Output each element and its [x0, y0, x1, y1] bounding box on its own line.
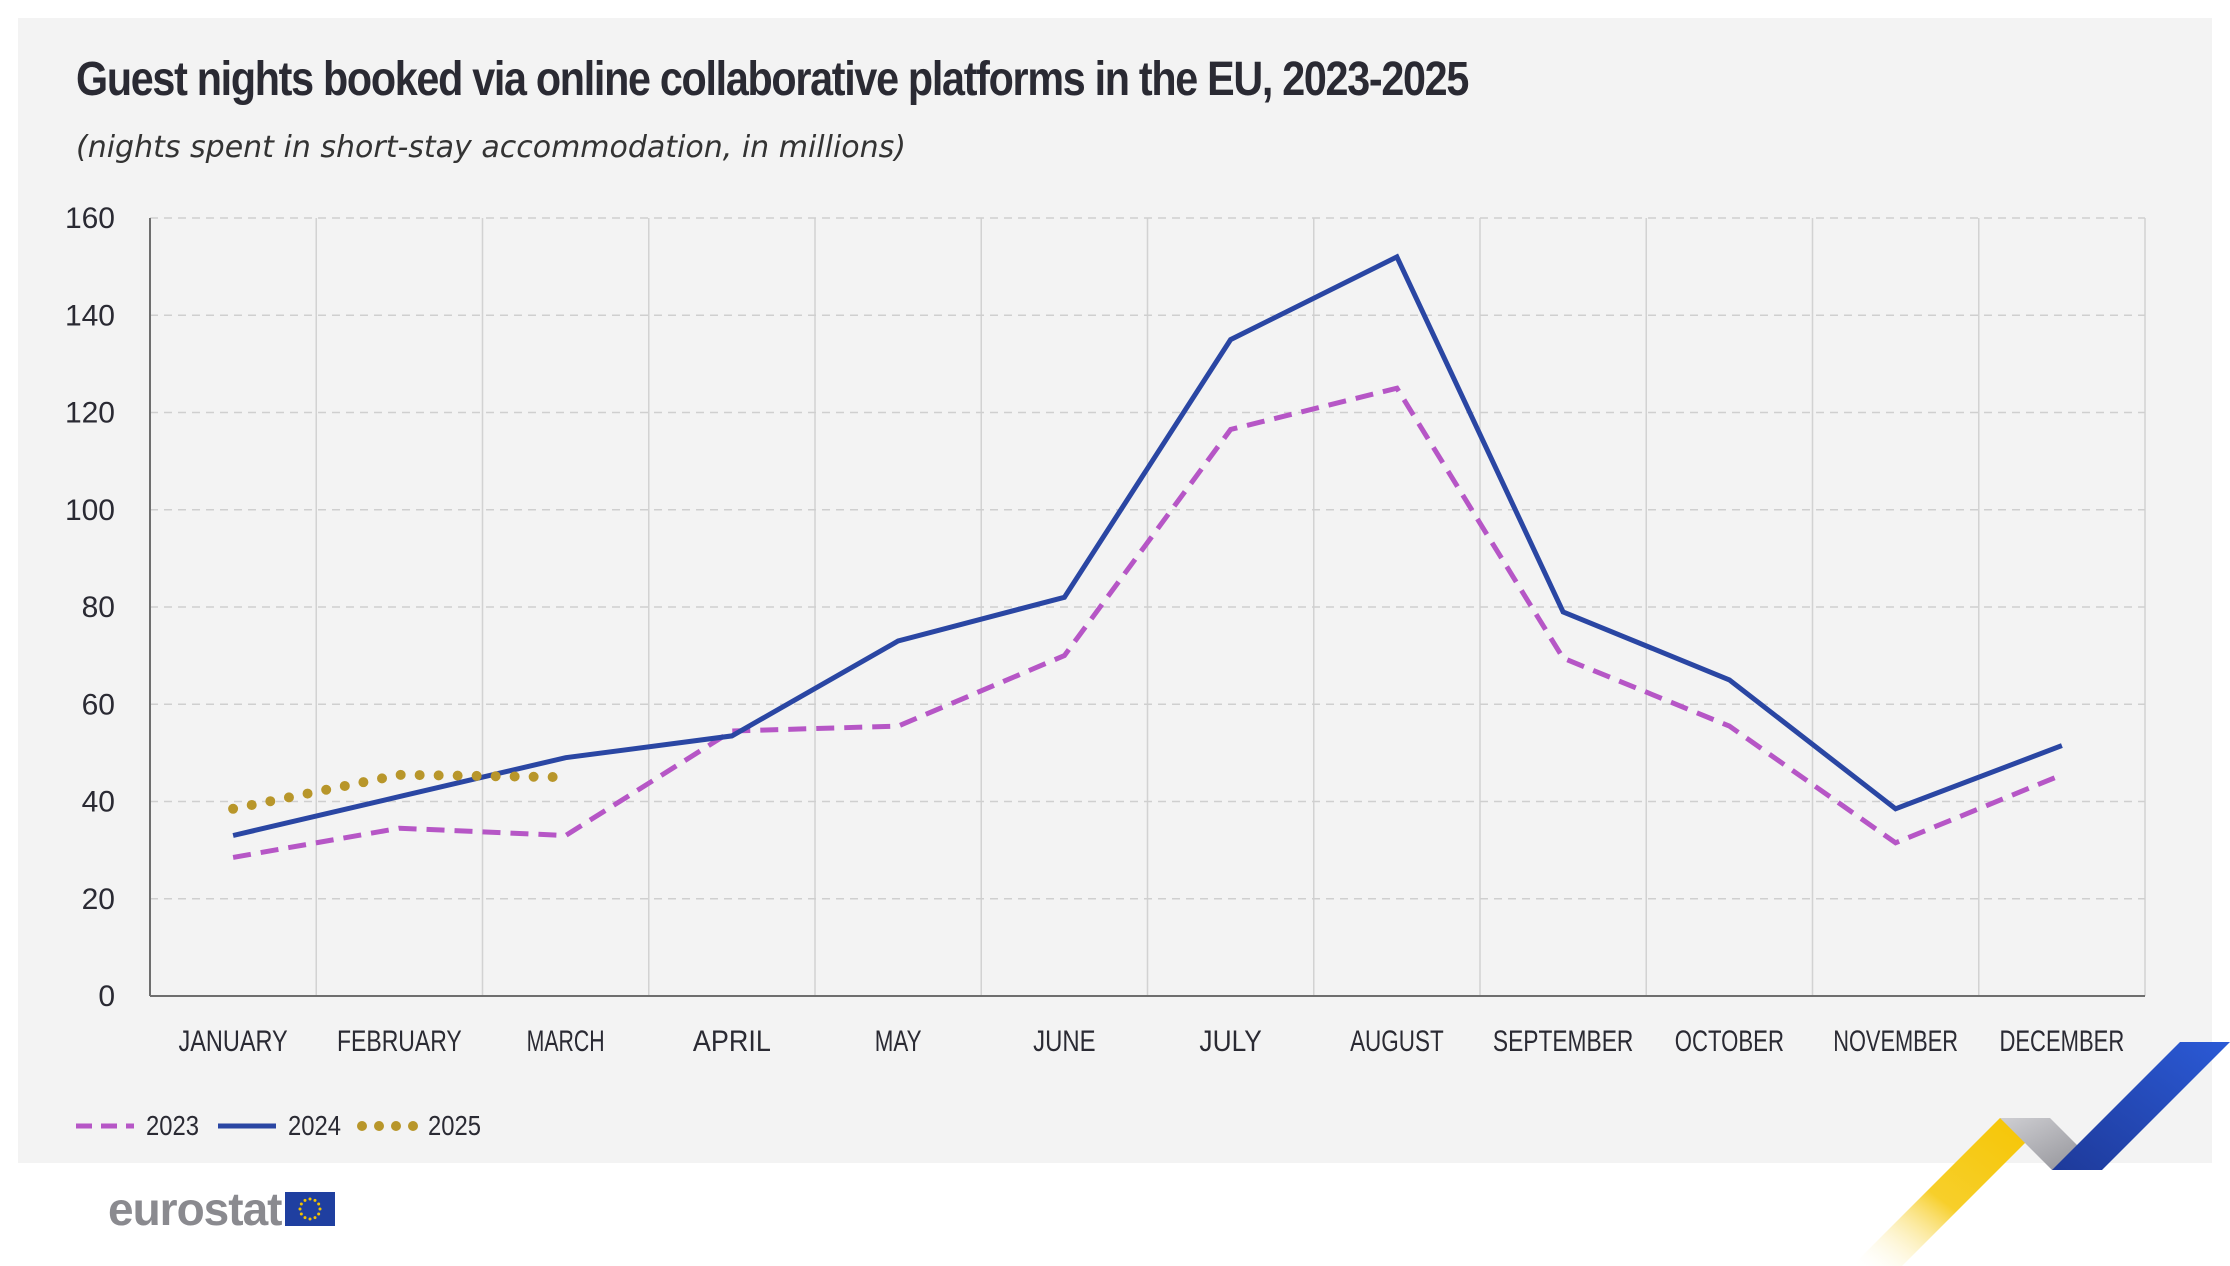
chart-title: Guest nights booked via online collabora…	[76, 53, 1469, 106]
data-point-2023-november[interactable]	[1893, 840, 1899, 846]
eurostat-wordmark: eurostat	[108, 1183, 282, 1235]
data-point-2024-february[interactable]	[396, 794, 402, 800]
data-point-2023-december[interactable]	[2059, 772, 2065, 778]
data-point-2024-july[interactable]	[1228, 337, 1234, 343]
y-tick-label: 60	[82, 688, 115, 721]
data-point-2023-may[interactable]	[895, 723, 901, 729]
data-point-2024-november[interactable]	[1893, 806, 1899, 812]
data-point-2024-january[interactable]	[230, 833, 236, 839]
y-axis-tick-labels: 0 20 40 60 80 100 120 140 160	[65, 202, 115, 1013]
series-layer	[228, 253, 2065, 860]
x-tick-label: DECEMBER	[1999, 1025, 2124, 1058]
data-point-2024-march[interactable]	[563, 755, 569, 761]
data-point-2024-october[interactable]	[1726, 677, 1732, 683]
flag-star	[300, 1212, 304, 1216]
flag-star	[313, 1198, 317, 1202]
x-tick-label: JULY	[1199, 1025, 1261, 1058]
flag-star	[313, 1216, 317, 1220]
data-point-2025-january[interactable]	[230, 806, 236, 812]
y-tick-label: 0	[98, 980, 115, 1013]
legend-swatch-solid-icon	[218, 1123, 276, 1129]
legend-swatch-dashed-icon	[76, 1123, 134, 1129]
horizontal-gridlines	[150, 217, 2145, 900]
y-tick-label: 160	[65, 202, 115, 235]
data-point-2023-february[interactable]	[396, 825, 402, 831]
flag-star	[303, 1216, 307, 1220]
data-point-2025-march[interactable]	[563, 774, 569, 780]
series-2025	[228, 769, 571, 814]
data-point-2023-september[interactable]	[1560, 655, 1566, 661]
legend-item-2023[interactable]: 2023	[74, 1108, 208, 1144]
flag-star	[318, 1207, 322, 1211]
x-tick-label: APRIL	[693, 1025, 771, 1058]
x-tick-label: OCTOBER	[1675, 1025, 1784, 1058]
legend-item-2025[interactable]: 2025	[356, 1108, 490, 1144]
legend-item-2024[interactable]: 2024	[216, 1108, 350, 1144]
x-tick-label: FEBRUARY	[337, 1025, 462, 1058]
data-point-2023-march[interactable]	[563, 833, 569, 839]
data-point-2023-august[interactable]	[1394, 385, 1400, 391]
y-tick-label: 100	[65, 494, 115, 527]
flag-star	[317, 1202, 321, 1206]
data-point-2023-july[interactable]	[1228, 427, 1234, 433]
legend-label-2023: 2023	[146, 1110, 199, 1141]
axes	[149, 218, 2145, 997]
chart-subtitle: (nights spent in short-stay accommodatio…	[76, 130, 906, 165]
legend-swatch-dotted-icon	[357, 1121, 418, 1131]
y-tick-label: 140	[65, 299, 115, 332]
eurostat-ribbon-icon	[1852, 1042, 2230, 1266]
legend-label-2025: 2025	[428, 1110, 481, 1141]
eu-flag-icon	[285, 1192, 336, 1226]
flag-star	[303, 1198, 307, 1202]
legend-label-2024: 2024	[288, 1110, 341, 1141]
data-point-2023-january[interactable]	[230, 854, 236, 860]
x-tick-label: MARCH	[527, 1025, 605, 1058]
flag-star	[317, 1212, 321, 1216]
y-tick-label: 80	[82, 591, 115, 624]
x-tick-label: NOVEMBER	[1833, 1025, 1958, 1058]
x-tick-label: SEPTEMBER	[1493, 1025, 1633, 1058]
y-tick-label: 20	[82, 883, 115, 916]
series-line-2023	[232, 385, 2063, 860]
series-2023	[230, 385, 2065, 860]
x-tick-label: MAY	[875, 1025, 922, 1058]
data-point-2025-february[interactable]	[396, 772, 402, 778]
x-tick-label: JUNE	[1033, 1025, 1095, 1058]
flag-star	[298, 1207, 302, 1211]
data-point-2024-december[interactable]	[2059, 743, 2065, 749]
data-point-2024-september[interactable]	[1560, 609, 1566, 615]
data-point-2024-june[interactable]	[1061, 594, 1067, 600]
data-point-2024-may[interactable]	[895, 638, 901, 644]
data-point-2023-june[interactable]	[1061, 653, 1067, 659]
series-2024	[230, 253, 2065, 839]
x-tick-label: JANUARY	[179, 1025, 288, 1058]
eurostat-logo: eurostat	[108, 1181, 336, 1237]
y-tick-label: 120	[65, 397, 115, 430]
series-line-2024	[232, 253, 2063, 838]
flag-star	[308, 1197, 312, 1201]
data-point-2023-october[interactable]	[1726, 723, 1732, 729]
x-tick-label: AUGUST	[1350, 1025, 1444, 1058]
flag-star	[308, 1217, 312, 1221]
data-point-2024-april[interactable]	[729, 733, 735, 739]
y-tick-label: 40	[82, 786, 115, 819]
series-line-2025	[228, 769, 571, 814]
flag-star	[300, 1202, 304, 1206]
data-point-2024-august[interactable]	[1394, 254, 1400, 260]
x-axis-tick-labels: JANUARY FEBRUARY MARCH APRIL MAY JUNE JULY AUGU…	[179, 1025, 2125, 1058]
